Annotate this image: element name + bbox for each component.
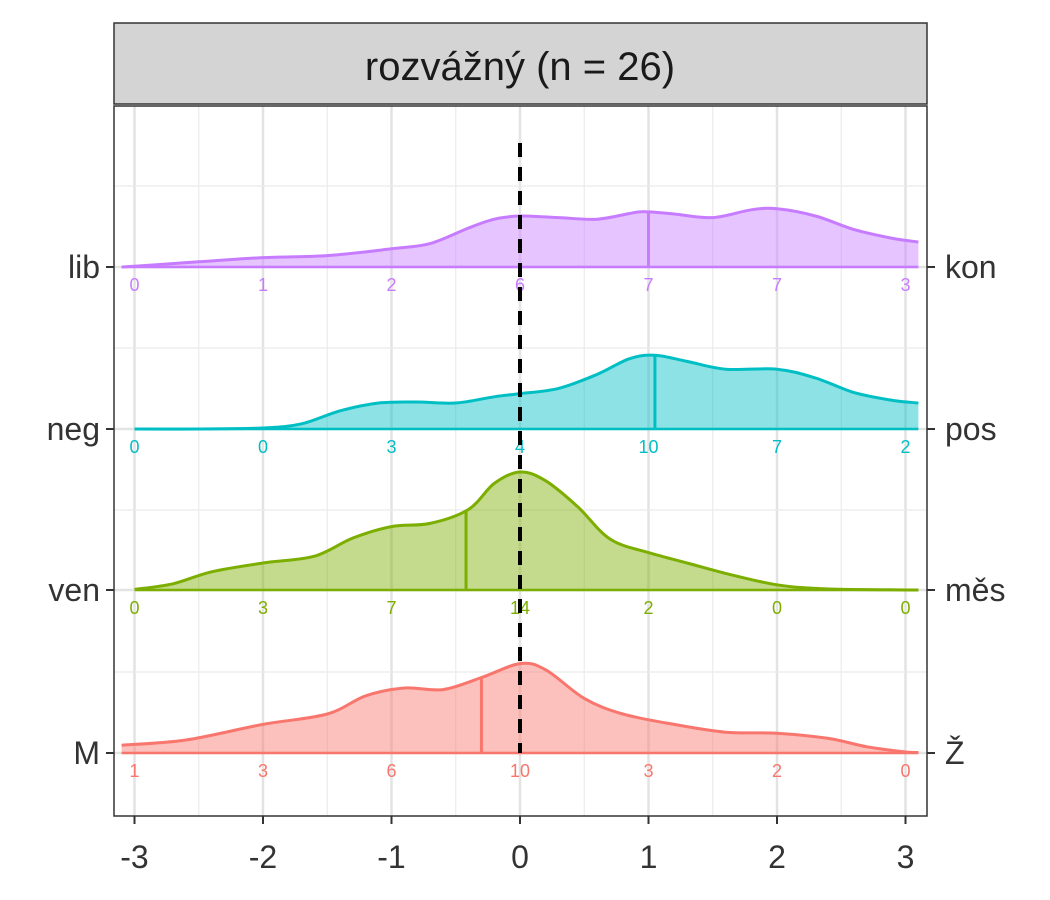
density-curve [134, 353, 919, 431]
count-label: 3 [643, 761, 653, 781]
count-label: 3 [258, 598, 268, 618]
y-label-right: měs [945, 572, 1005, 608]
x-tick-label: -2 [249, 839, 277, 875]
count-label: 2 [772, 761, 782, 781]
count-label: 3 [258, 761, 268, 781]
count-label: 10 [510, 761, 530, 781]
count-label: 7 [386, 598, 396, 618]
density-curve [134, 470, 919, 592]
count-label: 0 [129, 275, 139, 295]
y-label-left: lib [68, 249, 100, 285]
count-label: 0 [772, 598, 782, 618]
y-label-right: pos [945, 411, 997, 447]
ridge-neg-pos: 0 0 3 4 10 7 2 [129, 353, 919, 457]
count-label: 6 [515, 275, 525, 295]
count-label: 6 [386, 761, 396, 781]
count-label: 0 [129, 598, 139, 618]
plot-panel: 0126773003410720371420013610320 [113, 105, 928, 817]
density-area [134, 471, 919, 590]
x-tick-label: 2 [768, 839, 786, 875]
count-label: 1 [129, 761, 139, 781]
count-label: 1 [258, 275, 268, 295]
density-area [121, 208, 919, 267]
x-tick-label: -1 [377, 839, 405, 875]
ridge-ven-měs: 03714200 [129, 470, 919, 618]
x-tick-label: 3 [897, 839, 915, 875]
strip-title: rozvážný (n = 26) [365, 45, 675, 89]
density-curve [121, 206, 919, 269]
y-label-right: kon [945, 249, 997, 285]
count-label: 10 [638, 437, 658, 457]
axes: -3 -2 -1 0 1 2 3 lib kon neg pos ven měs M Ž [47, 249, 1006, 875]
count-label: 0 [900, 761, 910, 781]
count-label: 2 [900, 437, 910, 457]
count-label: 2 [386, 275, 396, 295]
x-tick-label: 0 [511, 839, 529, 875]
count-label: 3 [900, 275, 910, 295]
count-label: 0 [258, 437, 268, 457]
density-area [134, 355, 919, 430]
y-label-left: M [73, 735, 100, 771]
count-label: 7 [772, 437, 782, 457]
ridge-lib-kon: 0 1 2 6 7 7 3 [121, 206, 919, 295]
y-label-left: neg [47, 411, 100, 447]
count-label: 0 [900, 598, 910, 618]
x-tick-label: 1 [640, 839, 658, 875]
count-label: 7 [643, 275, 653, 295]
density-curve [121, 661, 919, 755]
count-label: 0 [129, 437, 139, 457]
count-label: 3 [386, 437, 396, 457]
y-label-left: ven [48, 572, 100, 608]
y-label-right: Ž [945, 735, 965, 771]
count-label: 2 [643, 598, 653, 618]
count-label: 7 [772, 275, 782, 295]
x-tick-label: -3 [120, 839, 148, 875]
count-label: 4 [515, 437, 525, 457]
strip-header [113, 22, 928, 105]
